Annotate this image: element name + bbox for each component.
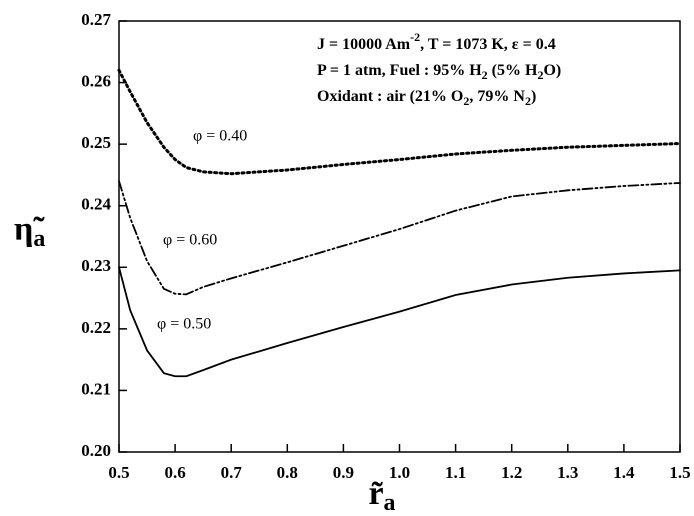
x-tick-label: 1.4 [613, 463, 635, 482]
series-line [118, 266, 681, 378]
x-axis-label-sub: a [384, 490, 396, 516]
x-tick-label: 0.5 [108, 463, 129, 482]
y-tick-label: 0.22 [81, 318, 111, 337]
series-label: φ = 0.60 [163, 232, 217, 249]
x-tick-label: 0.9 [333, 463, 354, 482]
x-axis-label-main: r̃ [368, 475, 383, 512]
annotation-text: P = 1 atm, Fuel : 95% H [317, 62, 482, 79]
annotation-text: O) [543, 62, 561, 79]
annotation-text: , 79% N [469, 88, 525, 105]
y-tick-label: 0.25 [81, 133, 111, 152]
x-tick-label: 1.2 [501, 463, 522, 482]
annotation: P = 1 atm, Fuel : 95% H2 (5% H2O) [317, 62, 561, 82]
x-tick-label: 0.6 [164, 463, 185, 482]
x-tick-label: 1.3 [557, 463, 578, 482]
subscript: 2 [537, 68, 543, 82]
subscript: 2 [482, 68, 488, 82]
annotation-text: , T = 1073 K, ε = 0.4 [420, 36, 556, 53]
y-tick-label: 0.27 [81, 10, 111, 29]
series-line [118, 180, 681, 296]
x-tick-label: 0.7 [221, 463, 243, 482]
y-axis-label-sub: a [33, 226, 45, 252]
subscript: 2 [525, 94, 531, 108]
annotation: J = 10000 Am-2, T = 1073 K, ε = 0.4 [317, 30, 556, 53]
x-tick-label: 1.5 [669, 463, 690, 482]
y-tick-label: 0.21 [81, 379, 111, 398]
plot-frame [118, 20, 681, 453]
annotation-text: (5% H [488, 62, 538, 79]
x-tick-label: 0.8 [277, 463, 298, 482]
y-axis-label: η̃a [14, 211, 45, 252]
subscript: 2 [463, 94, 469, 108]
y-tick-label: 0.24 [81, 195, 111, 214]
annotation: Oxidant : air (21% O2, 79% N2) [317, 88, 536, 108]
annotation-text: J = 10000 Am [317, 36, 411, 53]
annotation-text: ) [531, 88, 536, 105]
superscript: -2 [410, 30, 420, 44]
series-label: φ = 0.40 [193, 128, 247, 145]
y-tick-label: 0.26 [81, 71, 111, 90]
x-tick-label: 1.0 [389, 463, 410, 482]
annotation-text: Oxidant : air (21% O [317, 88, 463, 105]
series-line [117, 68, 682, 176]
x-axis-label: r̃a [368, 475, 395, 516]
y-tick-label: 0.23 [81, 256, 111, 275]
series-label: φ = 0.50 [157, 316, 211, 333]
y-tick-label: 0.20 [81, 441, 111, 460]
x-tick-label: 1.1 [445, 463, 466, 482]
